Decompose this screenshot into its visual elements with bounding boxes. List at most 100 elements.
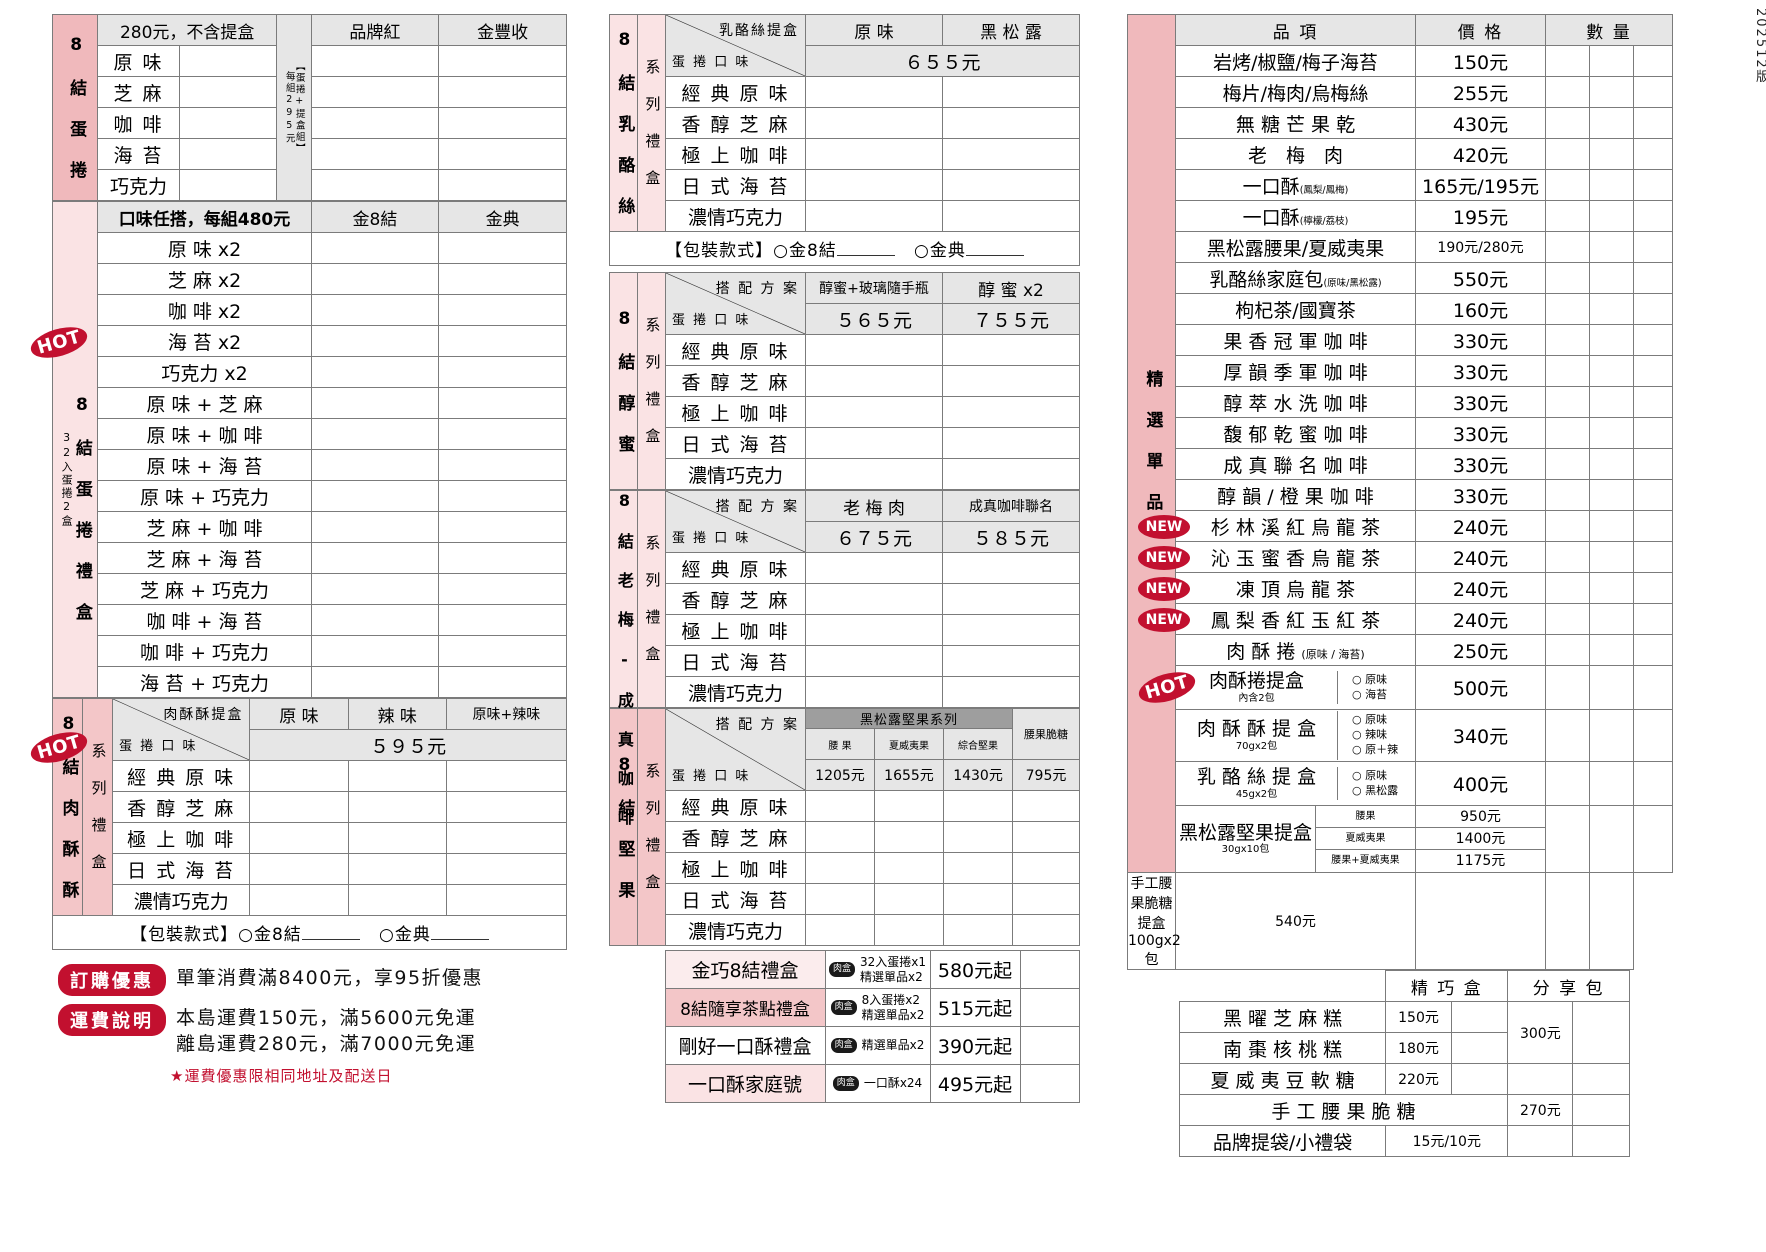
qty-cell[interactable] bbox=[1633, 324, 1673, 356]
qty-cell[interactable] bbox=[1012, 821, 1081, 853]
qty-cell[interactable] bbox=[1589, 293, 1634, 325]
qty-cell[interactable] bbox=[1589, 231, 1634, 263]
qty-cell[interactable] bbox=[1545, 761, 1590, 806]
qty-cell[interactable] bbox=[1633, 355, 1673, 387]
qty-cell[interactable] bbox=[805, 583, 943, 615]
qty-cell[interactable] bbox=[805, 427, 943, 459]
qty-cell[interactable] bbox=[249, 853, 349, 885]
qty-cell[interactable] bbox=[310, 76, 440, 108]
qty-cell[interactable] bbox=[805, 914, 875, 946]
pack-option-2[interactable]: ○金典 bbox=[914, 241, 966, 261]
qty-cell[interactable] bbox=[942, 427, 1080, 459]
qty-cell[interactable] bbox=[1633, 231, 1673, 263]
qty-cell[interactable] bbox=[1012, 914, 1081, 946]
qty-cell[interactable] bbox=[1633, 169, 1673, 201]
qty-cell[interactable] bbox=[874, 852, 944, 884]
qty-cell[interactable] bbox=[1633, 200, 1673, 232]
qty-cell[interactable] bbox=[310, 387, 440, 419]
qty-cell[interactable] bbox=[249, 760, 349, 792]
option-choice[interactable]: ○ 海苔 bbox=[1352, 687, 1388, 701]
qty-cell[interactable] bbox=[1545, 262, 1590, 294]
qty-cell[interactable] bbox=[310, 418, 440, 450]
qty-cell[interactable] bbox=[805, 883, 875, 915]
qty-cell[interactable] bbox=[178, 76, 277, 108]
qty-cell[interactable] bbox=[310, 263, 440, 295]
qty-cell[interactable] bbox=[805, 365, 943, 397]
qty-cell[interactable] bbox=[1589, 709, 1634, 762]
qty-cell[interactable] bbox=[1545, 603, 1590, 635]
qty-cell[interactable] bbox=[1545, 386, 1590, 418]
qty-cell[interactable] bbox=[1589, 324, 1634, 356]
qty-cell[interactable] bbox=[1633, 510, 1673, 542]
qty-cell[interactable] bbox=[1633, 138, 1673, 170]
qty-cell[interactable] bbox=[805, 76, 943, 108]
qty-cell[interactable] bbox=[1507, 1063, 1574, 1095]
qty-cell[interactable] bbox=[942, 107, 1080, 139]
qty-cell[interactable] bbox=[438, 542, 567, 574]
qty-cell[interactable] bbox=[1589, 448, 1634, 480]
pack-option-1[interactable]: ○金8結 bbox=[773, 241, 837, 261]
qty-cell[interactable] bbox=[438, 511, 567, 543]
qty-cell[interactable] bbox=[347, 791, 447, 823]
qty-cell[interactable] bbox=[310, 169, 440, 201]
qty-cell[interactable] bbox=[805, 334, 943, 366]
qty-cell[interactable] bbox=[1589, 107, 1634, 139]
qty-cell[interactable] bbox=[942, 458, 1080, 490]
qty-cell[interactable] bbox=[1633, 805, 1673, 873]
qty-cell[interactable] bbox=[1545, 665, 1590, 710]
pack-blank-1[interactable] bbox=[301, 939, 360, 940]
qty-cell[interactable] bbox=[1589, 761, 1634, 806]
qty-cell[interactable] bbox=[942, 645, 1080, 677]
qty-cell[interactable] bbox=[942, 821, 1014, 853]
qty-cell[interactable] bbox=[1545, 45, 1590, 77]
qty-cell[interactable] bbox=[178, 107, 277, 139]
qty-cell[interactable] bbox=[942, 169, 1080, 201]
qty-cell[interactable] bbox=[438, 169, 567, 201]
qty-cell[interactable] bbox=[445, 853, 568, 885]
qty-cell[interactable] bbox=[1633, 107, 1673, 139]
qty-cell[interactable] bbox=[942, 790, 1014, 822]
qty-cell[interactable] bbox=[942, 200, 1080, 232]
qty-cell[interactable] bbox=[310, 635, 440, 667]
qty-cell[interactable] bbox=[1589, 872, 1634, 970]
qty-cell[interactable] bbox=[438, 356, 567, 388]
qty-cell[interactable] bbox=[1633, 603, 1673, 635]
qty-cell[interactable] bbox=[310, 604, 440, 636]
qty-cell[interactable] bbox=[310, 511, 440, 543]
qty-cell[interactable] bbox=[438, 138, 567, 170]
qty-cell[interactable] bbox=[1545, 169, 1590, 201]
qty-cell[interactable] bbox=[445, 884, 568, 916]
qty-cell[interactable] bbox=[1572, 1063, 1631, 1095]
qty-cell[interactable] bbox=[942, 583, 1080, 615]
option-choice[interactable]: ○ 黑松露 bbox=[1352, 783, 1399, 797]
pack-blank-2[interactable] bbox=[965, 255, 1024, 256]
qty-cell[interactable] bbox=[942, 138, 1080, 170]
qty-cell[interactable] bbox=[445, 760, 568, 792]
pack-option-2[interactable]: ○金典 bbox=[379, 925, 431, 945]
pack-option-1[interactable]: ○金8結 bbox=[238, 925, 302, 945]
qty-cell[interactable] bbox=[249, 791, 349, 823]
qty-cell[interactable] bbox=[310, 325, 440, 357]
qty-cell[interactable] bbox=[249, 884, 349, 916]
qty-cell[interactable] bbox=[310, 666, 440, 698]
qty-cell[interactable] bbox=[1545, 709, 1590, 762]
qty-cell[interactable] bbox=[942, 914, 1014, 946]
qty-cell[interactable] bbox=[1589, 479, 1634, 511]
qty-cell[interactable] bbox=[310, 573, 440, 605]
qty-cell[interactable] bbox=[942, 396, 1080, 428]
qty-cell[interactable] bbox=[310, 107, 440, 139]
qty-cell[interactable] bbox=[438, 418, 567, 450]
option-choice[interactable]: ○ 原＋辣 bbox=[1352, 742, 1399, 756]
qty-cell[interactable] bbox=[310, 294, 440, 326]
qty-cell[interactable] bbox=[1019, 1064, 1080, 1103]
qty-cell[interactable] bbox=[942, 76, 1080, 108]
qty-cell[interactable] bbox=[1415, 872, 1546, 970]
qty-cell[interactable] bbox=[438, 604, 567, 636]
qty-cell[interactable] bbox=[1589, 510, 1634, 542]
qty-cell[interactable] bbox=[1545, 200, 1590, 232]
qty-cell[interactable] bbox=[1589, 665, 1634, 710]
option-choice[interactable]: ○ 原味 bbox=[1352, 713, 1388, 727]
qty-cell[interactable] bbox=[438, 666, 567, 698]
qty-cell[interactable] bbox=[1545, 572, 1590, 604]
qty-cell[interactable] bbox=[1012, 883, 1081, 915]
